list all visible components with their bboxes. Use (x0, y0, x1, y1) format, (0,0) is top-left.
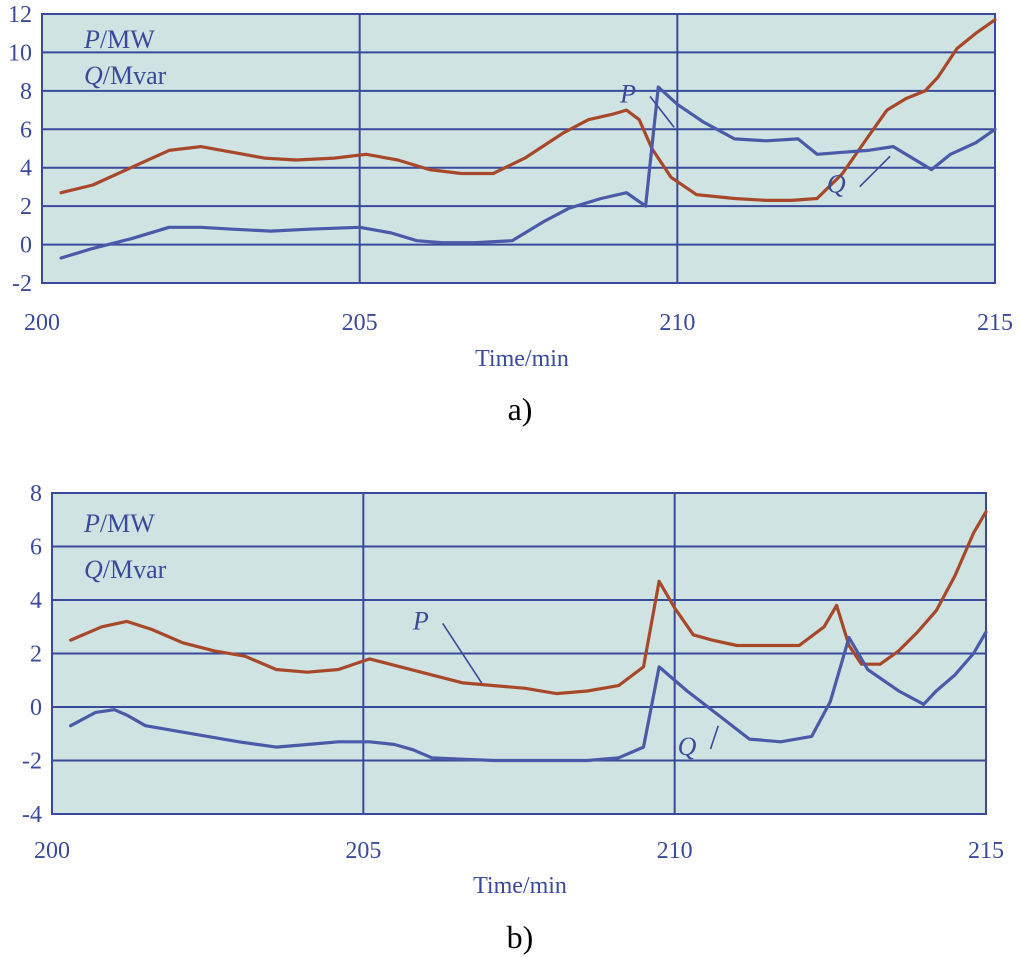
legend-q-var: Q (84, 61, 103, 90)
annotation-leader (649, 95, 675, 128)
y-tick-label: 6 (30, 535, 42, 561)
y-tick-label: 2 (30, 642, 42, 668)
legend-p-unit: /MW (100, 25, 155, 54)
y-tick-label: 10 (8, 40, 32, 66)
panel-label: a) (508, 391, 533, 427)
x-tick-label: 215 (977, 310, 1013, 336)
series-annotation-q: Q (678, 732, 697, 761)
x-tick-label: 205 (345, 838, 381, 864)
x-tick-label: 200 (34, 838, 70, 864)
legend-p: P/MW (83, 25, 155, 54)
y-tick-label: 0 (30, 695, 42, 721)
legend-p: P/MW (83, 509, 155, 538)
series-line-q (69, 630, 988, 763)
x-tick-label: 200 (24, 310, 60, 336)
y-tick-label: 4 (20, 156, 32, 182)
legend-q-unit: /Mvar (103, 555, 167, 584)
series-annotation-p: P (619, 79, 636, 108)
series-annotation-q: Q (827, 170, 846, 199)
y-tick-label: 8 (30, 481, 42, 507)
y-tick-label: 12 (8, 2, 32, 28)
legend-q: Q/Mvar (84, 555, 167, 584)
series-annotation-p: P (412, 606, 429, 635)
legend-q-unit: /Mvar (103, 61, 167, 90)
series-line-p (59, 18, 997, 202)
y-tick-label: 4 (30, 588, 42, 614)
legend-q-var: Q (84, 555, 103, 584)
series-line-p (69, 510, 988, 696)
legend-p-var: P (83, 509, 100, 538)
panel-label: b) (507, 919, 534, 955)
chart-panel-b: -4 -2 0 2 4 6 8 200 205 210 215 Time/min b) P/MW Q/Mva… (22, 481, 1004, 955)
chart-panel-a: -2 0 2 4 6 8 10 12 200 205 210 215 Time/min a) P/MW Q/M… (8, 2, 1013, 427)
y-tick-label: 0 (20, 233, 32, 259)
annotation-leader (709, 725, 720, 750)
y-tick-label: 6 (20, 117, 32, 143)
x-axis-title: Time/min (473, 873, 567, 899)
x-axis-title: Time/min (475, 346, 569, 372)
x-tick-label: 205 (342, 310, 378, 336)
y-tick-label: 8 (20, 79, 32, 105)
x-tick-label: 210 (659, 310, 695, 336)
y-tick-label: -4 (22, 802, 42, 828)
x-tick-label: 210 (657, 838, 693, 864)
y-tick-label: -2 (22, 749, 42, 775)
legend-p-unit: /MW (100, 509, 155, 538)
x-tick-label: 215 (968, 838, 1004, 864)
y-tick-label: -2 (12, 271, 32, 297)
annotation-leader (859, 155, 891, 188)
legend-p-var: P (83, 25, 100, 54)
legend-q: Q/Mvar (84, 61, 167, 90)
annotation-leader (442, 622, 483, 684)
plot-frame (51, 492, 987, 815)
y-tick-label: 2 (20, 194, 32, 220)
series-line-q (59, 85, 997, 260)
plot-frame (41, 13, 996, 284)
